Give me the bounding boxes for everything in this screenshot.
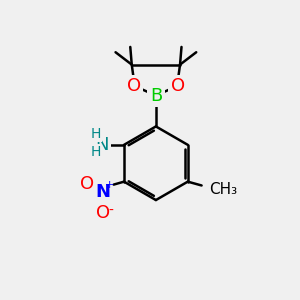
Text: N: N — [95, 183, 110, 201]
Text: O: O — [96, 204, 110, 222]
Text: O: O — [171, 77, 185, 95]
Text: N: N — [95, 136, 109, 154]
Text: H: H — [90, 127, 100, 141]
Text: -: - — [109, 204, 113, 218]
Text: B: B — [150, 86, 162, 104]
Text: CH₃: CH₃ — [209, 182, 237, 196]
Text: O: O — [127, 77, 141, 95]
Text: H: H — [90, 145, 100, 159]
Text: O: O — [80, 175, 94, 193]
Text: +: + — [105, 181, 114, 190]
